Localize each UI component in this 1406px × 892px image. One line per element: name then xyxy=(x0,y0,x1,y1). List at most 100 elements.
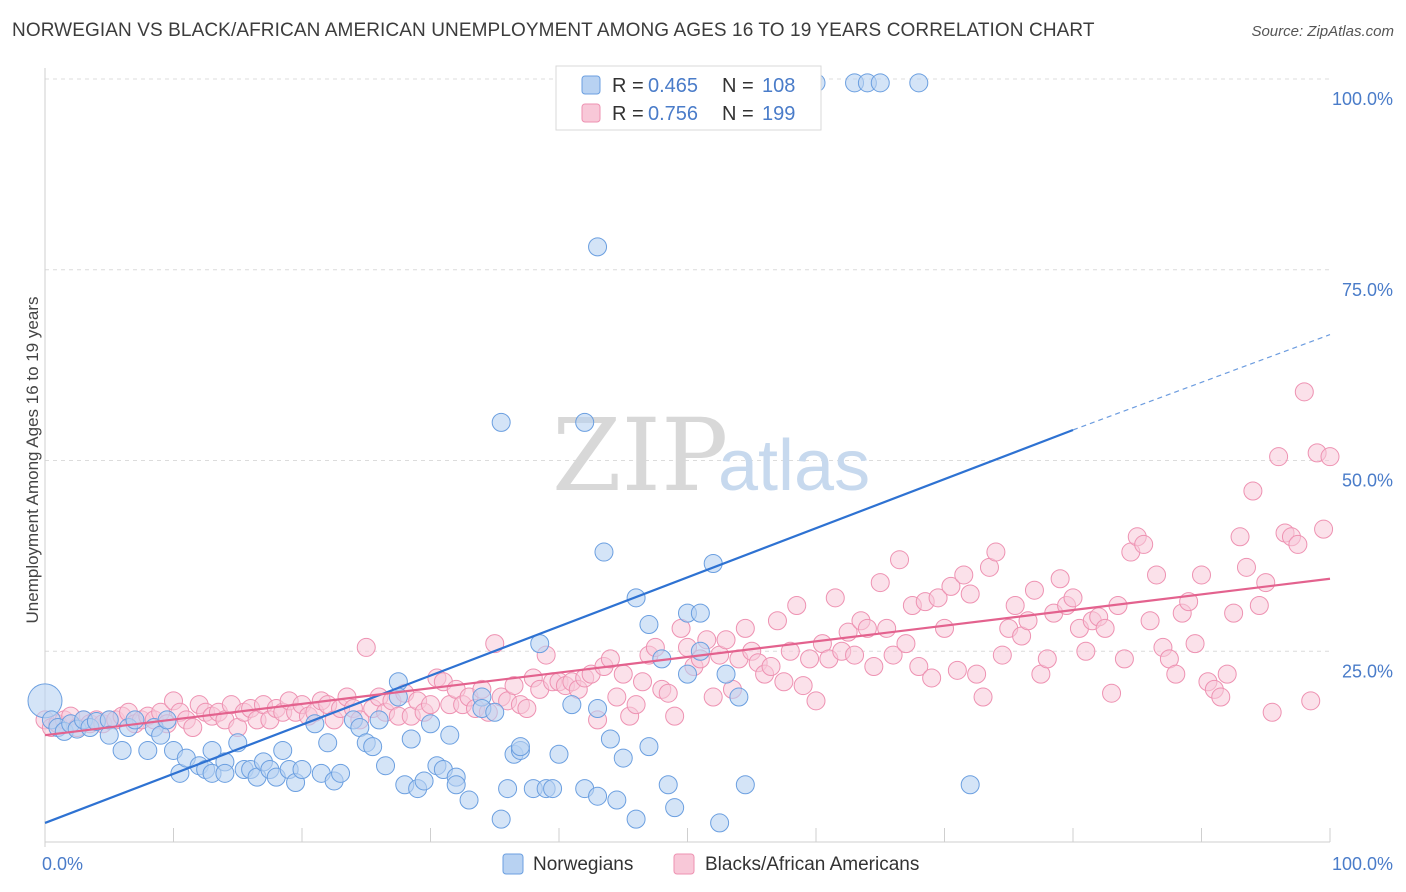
point-norwegians xyxy=(588,698,608,718)
point-norwegians xyxy=(498,779,518,799)
point-blacks-african-americans xyxy=(909,657,929,677)
point-blacks-african-americans xyxy=(1147,565,1167,585)
gridlines xyxy=(45,78,1330,652)
point-blacks-african-americans xyxy=(1288,534,1308,554)
point-norwegians xyxy=(112,740,132,760)
point-blacks-african-americans xyxy=(1192,565,1211,585)
point-blacks-african-americans xyxy=(864,657,884,677)
watermark: ZIP atlas xyxy=(552,397,870,514)
point-blacks-african-americans xyxy=(890,550,910,570)
point-blacks-african-americans xyxy=(954,565,974,585)
point-norwegians xyxy=(446,775,466,795)
point-norwegians xyxy=(485,702,505,722)
point-norwegians xyxy=(639,615,659,635)
point-blacks-african-americans xyxy=(947,660,967,680)
point-blacks-african-americans xyxy=(658,683,678,703)
point-blacks-african-americans xyxy=(761,657,781,677)
point-blacks-african-americans xyxy=(1134,534,1154,554)
point-norwegians xyxy=(125,710,145,730)
point-blacks-african-americans xyxy=(992,645,1012,665)
point-blacks-african-americans xyxy=(1114,649,1134,669)
chart-title: NORWEGIAN VS BLACK/AFRICAN AMERICAN UNEM… xyxy=(12,20,1095,41)
y-tick-label: 25.0% xyxy=(1342,661,1393,681)
point-blacks-african-americans xyxy=(1314,519,1334,539)
point-blacks-african-americans xyxy=(1185,634,1205,654)
legend-n-value-1: 108 xyxy=(762,75,795,97)
point-norwegians xyxy=(607,790,627,810)
point-norwegians xyxy=(273,740,293,760)
point-blacks-african-americans xyxy=(928,588,948,608)
point-blacks-african-americans xyxy=(845,645,865,665)
watermark-zip: ZIP xyxy=(552,397,728,514)
legend-r-value-1: 0.465 xyxy=(648,75,698,97)
point-blacks-african-americans xyxy=(1217,664,1237,684)
y-tick-label: 50.0% xyxy=(1342,471,1393,491)
point-blacks-african-americans xyxy=(800,649,820,669)
point-blacks-african-americans xyxy=(896,634,916,654)
point-blacks-african-americans xyxy=(1050,569,1070,589)
point-blacks-african-americans xyxy=(941,576,961,596)
y-tick-labels: 25.0% 50.0% 75.0% 100.0% xyxy=(1332,89,1393,681)
point-norwegians xyxy=(710,813,730,833)
bottom-legend-norwegians: Norwegians xyxy=(533,854,633,875)
point-blacks-african-americans xyxy=(1102,683,1122,703)
point-blacks-african-americans xyxy=(613,664,633,684)
point-norwegians xyxy=(318,733,338,753)
point-norwegians xyxy=(909,73,929,93)
point-blacks-african-americans xyxy=(1076,641,1096,661)
point-norwegians xyxy=(639,737,659,757)
point-blacks-african-americans xyxy=(1262,702,1282,722)
point-norwegians xyxy=(363,737,383,757)
point-blacks-african-americans xyxy=(806,691,826,711)
point-blacks-african-americans xyxy=(665,706,685,726)
y-tick-label: 75.0% xyxy=(1342,280,1393,300)
point-norwegians xyxy=(459,790,479,810)
point-blacks-african-americans xyxy=(870,573,890,593)
point-norwegians xyxy=(491,412,511,432)
point-blacks-african-americans xyxy=(1095,618,1115,638)
point-norwegians xyxy=(215,763,235,783)
point-blacks-african-americans xyxy=(922,668,942,688)
point-norwegians xyxy=(562,695,582,715)
point-blacks-african-americans xyxy=(517,698,537,718)
legend-r-value-2: 0.756 xyxy=(648,103,698,125)
legend-r-label-1: R = xyxy=(612,75,644,97)
point-blacks-african-americans xyxy=(1320,447,1340,467)
point-blacks-african-americans xyxy=(1249,595,1269,615)
watermark-atlas: atlas xyxy=(718,426,870,506)
point-norwegians xyxy=(613,748,633,768)
point-blacks-african-americans xyxy=(1024,580,1044,600)
point-blacks-african-americans xyxy=(504,676,524,696)
point-norwegians xyxy=(510,737,530,757)
point-blacks-african-americans xyxy=(1230,527,1250,547)
legend-box: R = 0.465 N = 108 R = 0.756 N = 199 xyxy=(555,65,822,131)
point-norwegians xyxy=(292,760,312,780)
point-norwegians xyxy=(588,237,608,257)
y-axis-label: Unemployment Among Ages 16 to 19 years xyxy=(23,297,42,624)
point-blacks-african-americans xyxy=(1243,481,1263,501)
legend-r-label-2: R = xyxy=(612,103,644,125)
point-blacks-african-americans xyxy=(1037,649,1057,669)
point-norwegians xyxy=(658,775,678,795)
point-blacks-african-americans xyxy=(780,641,800,661)
point-norwegians xyxy=(331,763,351,783)
bottom-legend-swatch-blacks xyxy=(673,853,695,875)
trend-lines xyxy=(44,334,1331,824)
point-norwegians xyxy=(440,725,460,745)
point-norwegians xyxy=(690,641,710,661)
point-blacks-african-americans xyxy=(986,542,1006,562)
point-blacks-african-americans xyxy=(626,695,646,715)
bottom-legend: Norwegians Blacks/African Americans xyxy=(502,853,919,875)
point-blacks-african-americans xyxy=(1256,573,1276,593)
legend-n-value-2: 199 xyxy=(762,103,795,125)
point-blacks-african-americans xyxy=(1269,447,1289,467)
point-blacks-african-americans xyxy=(1005,595,1025,615)
point-blacks-african-americans xyxy=(793,676,813,696)
point-norwegians xyxy=(735,775,755,795)
point-blacks-african-americans xyxy=(1236,557,1256,577)
point-blacks-african-americans xyxy=(767,611,787,631)
point-norwegians xyxy=(99,725,119,745)
point-blacks-african-americans xyxy=(183,718,203,738)
source-label: Source: ZipAtlas.com xyxy=(1251,23,1394,40)
